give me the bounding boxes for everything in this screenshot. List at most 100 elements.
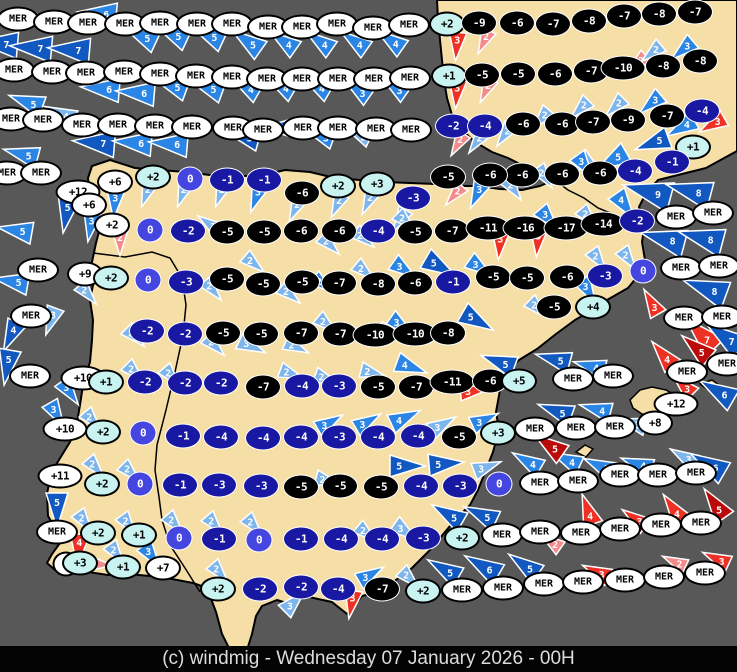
temperature-marker: +3: [62, 550, 98, 576]
temperature-marker: +4: [575, 294, 611, 320]
wind-speed-label: 2: [81, 286, 87, 297]
wind-speed-label: 9: [655, 190, 661, 201]
sea-label: MER: [139, 10, 181, 36]
temperature-marker: 0: [485, 471, 513, 497]
wind-speed-label: 2: [364, 367, 370, 378]
sea-label: MER: [389, 65, 431, 91]
temperature-marker: +3: [359, 171, 395, 197]
wind-speed-label: 7: [704, 336, 710, 347]
sea-label: MER: [0, 57, 35, 83]
temperature-marker: -5: [209, 266, 245, 292]
temperature-marker: -6: [504, 162, 540, 188]
wind-speed-label: 3: [112, 194, 118, 205]
temperature-marker: -7: [364, 576, 400, 602]
wind-speed-label: 2: [283, 368, 289, 379]
wind-arrow: [637, 229, 689, 260]
sea-label: MER: [482, 575, 524, 601]
wind-speed-label: 2: [318, 373, 324, 384]
wind-speed-label: 2: [367, 193, 373, 204]
wind-speed-label: 5: [716, 506, 722, 517]
wind-arrow: [146, 132, 190, 159]
sea-label: MER: [592, 363, 634, 389]
wind-speed-label: 2: [124, 465, 130, 476]
wind-arrow: [675, 228, 727, 259]
temperature-marker: 0: [176, 166, 204, 192]
temperature-marker: -7: [321, 270, 357, 296]
temperature-marker: -8: [641, 1, 677, 27]
wind-speed-label: 5: [174, 83, 180, 94]
temperature-marker: -7: [245, 374, 281, 400]
temperature-marker: -6: [397, 270, 433, 296]
temperature-marker: +2: [429, 11, 465, 37]
temperature-marker: -5: [475, 264, 511, 290]
sea-label: MER: [22, 107, 64, 133]
temperature-marker: +8: [637, 410, 673, 436]
temperature-marker: +6: [71, 192, 107, 218]
wind-speed-label: 5: [527, 565, 533, 576]
wind-speed-label: 3: [454, 84, 460, 95]
sea-label: MER: [684, 560, 726, 586]
temperature-marker: +1: [431, 63, 467, 89]
temperature-marker: +2: [135, 164, 171, 190]
sea-label: MER: [171, 114, 213, 140]
temperature-marker: -1: [165, 423, 201, 449]
temperature-marker: -5: [283, 474, 319, 500]
wind-speed-label: 3: [321, 421, 327, 432]
temperature-marker: -6: [544, 161, 580, 187]
wind-speed-label: 2: [117, 233, 123, 244]
wind-speed-label: 2: [320, 317, 326, 328]
wind-speed-label: 2: [457, 135, 463, 146]
sea-label: MER: [663, 305, 705, 331]
sea-label: MER: [36, 519, 78, 545]
sea-label: MER: [555, 415, 597, 441]
wind-speed-label: 4: [10, 326, 16, 337]
sea-label: MER: [604, 567, 646, 593]
wind-speed-label: 6: [138, 139, 144, 150]
temperature-marker: -3: [168, 269, 204, 295]
temperature-marker: 0: [245, 527, 273, 553]
temperature-marker: -4: [203, 424, 239, 450]
wind-arrow: [44, 37, 92, 66]
wind-arrow: [444, 179, 470, 208]
temperature-marker: +2: [84, 471, 120, 497]
temperature-marker: -2: [129, 318, 165, 344]
temperature-marker: -7: [677, 0, 713, 25]
wind-speed-label: 7: [729, 337, 735, 348]
wind-speed-label: 3: [472, 260, 478, 271]
temperature-marker: -4: [403, 473, 439, 499]
wind-speed-label: 3: [651, 303, 657, 314]
temperature-marker: -5: [284, 269, 320, 295]
wind-arrow: [385, 409, 423, 435]
sea-label: MER: [353, 66, 395, 92]
wind-speed-label: 5: [175, 32, 181, 43]
wind-speed-label: 3: [478, 465, 484, 476]
temperature-marker: -6: [582, 160, 618, 186]
temperature-marker: -7: [434, 218, 470, 244]
wind-speed-label: 8: [696, 189, 702, 200]
temperature-marker: +1: [105, 554, 141, 580]
sea-label: MER: [666, 359, 708, 385]
temperature-marker: -1: [246, 167, 282, 193]
temperature-marker: -4: [323, 526, 359, 552]
sea-label: MER: [246, 66, 288, 92]
wind-arrow: [470, 460, 504, 482]
sea-label: MER: [599, 462, 641, 488]
wind-speed-label: 4: [674, 509, 680, 520]
wind-arrow: [229, 28, 269, 61]
temperature-marker: -5: [243, 321, 279, 347]
wind-speed-label: 2: [504, 126, 510, 137]
wind-speed-label: 3: [582, 282, 588, 293]
temperature-marker: -4: [283, 424, 319, 450]
sea-label: MER: [317, 115, 359, 141]
temperature-marker: -11: [429, 369, 475, 395]
temperature-marker: -2: [619, 208, 655, 234]
wind-speed-label: 2: [213, 565, 219, 576]
wind-speed-label: 4: [618, 196, 624, 207]
sea-label: MER: [17, 257, 59, 283]
wind-speed-label: 3: [88, 217, 94, 228]
temperature-marker: -8: [430, 320, 466, 346]
wind-speed-label: 2: [168, 516, 174, 527]
sea-label: MER: [519, 519, 561, 545]
wind-speed-label: 5: [615, 153, 621, 164]
temperature-marker: -2: [170, 218, 206, 244]
